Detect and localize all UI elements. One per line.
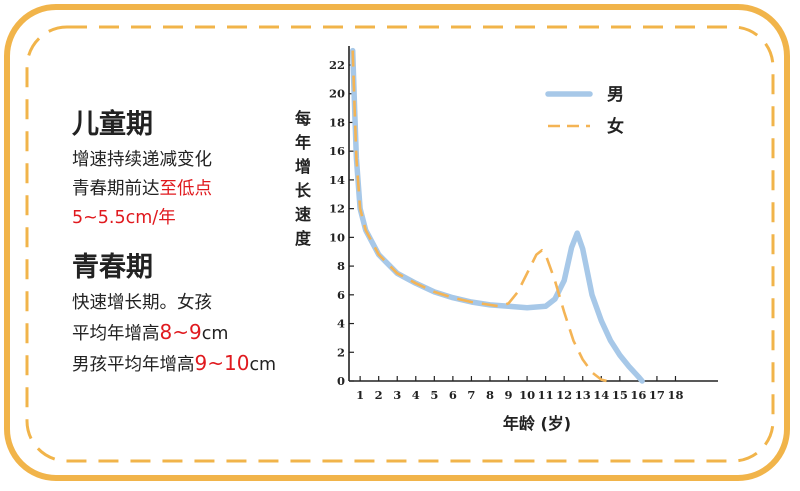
childhood-line-2-prefix: 青春期前达 <box>72 179 160 199</box>
childhood-line-3: 5~5.5cm/年 <box>72 208 176 228</box>
x-tick-label: 6 <box>449 388 457 402</box>
y-tick-label: 2 <box>337 345 345 359</box>
puberty-line-2-suffix: cm <box>201 324 229 344</box>
puberty-line-3-prefix: 男孩平均年增高 <box>72 355 195 375</box>
puberty-line-3: 男孩平均年增高9~10cm <box>72 349 322 380</box>
x-tick-label: 2 <box>375 388 383 402</box>
legend-male-label: 男 <box>607 85 624 105</box>
y-tick-label: 22 <box>329 58 345 72</box>
x-tick-label: 10 <box>519 388 535 402</box>
x-tick-label: 18 <box>667 388 683 402</box>
x-tick-label: 13 <box>575 388 591 402</box>
puberty-line-1: 快速增长期。女孩 <box>72 293 212 313</box>
chart-series <box>349 47 645 384</box>
x-tick-label: 3 <box>393 388 401 402</box>
legend-female-label: 女 <box>607 116 624 137</box>
x-tick-label: 7 <box>467 388 475 402</box>
x-tick-label: 12 <box>556 388 572 402</box>
y-tick-label: 16 <box>329 144 345 158</box>
puberty-line-2-prefix: 平均年增高 <box>72 324 160 344</box>
series-male-line <box>349 47 645 384</box>
y-tick-label: 6 <box>337 288 345 302</box>
y-tick-label: 20 <box>329 87 345 101</box>
childhood-line-1: 增速持续递减变化 <box>72 150 212 170</box>
y-tick-label: 10 <box>329 230 345 244</box>
y-axis-label: 每年增长速度 <box>295 109 312 248</box>
puberty-line-3-highlight: 9~10 <box>194 351 250 375</box>
x-tick-label: 1 <box>356 388 364 402</box>
childhood-line-2: 青春期前达至低点 <box>72 175 322 204</box>
series-female-line <box>351 50 608 383</box>
x-tick-label: 14 <box>593 388 609 402</box>
text-panel: 儿童期 增速持续递减变化 青春期前达至低点 5~5.5cm/年 青春期 快速增长… <box>72 108 322 380</box>
y-tick-label: 18 <box>329 115 345 129</box>
x-tick-label: 11 <box>538 388 554 402</box>
x-tick-label: 15 <box>612 388 628 402</box>
childhood-line-2-highlight: 至低点 <box>159 179 213 199</box>
puberty-line-2-highlight: 8~9 <box>159 320 202 344</box>
x-tick-label: 17 <box>649 388 665 402</box>
x-tick-label: 4 <box>412 388 420 402</box>
childhood-title: 儿童期 <box>72 109 153 140</box>
inner-dashed-border <box>25 25 775 463</box>
x-tick-label: 16 <box>630 388 646 402</box>
y-tick-label: 14 <box>329 173 345 187</box>
y-tick-label: 12 <box>329 202 345 216</box>
x-tick-label: 5 <box>430 388 438 402</box>
chart-legend: 男女 <box>545 85 624 137</box>
puberty-title: 青春期 <box>72 252 153 283</box>
y-tick-label: 0 <box>337 374 345 388</box>
y-tick-label: 8 <box>337 259 345 273</box>
x-tick-label: 9 <box>505 388 513 402</box>
x-axis-label: 年龄 (岁) <box>503 414 571 433</box>
puberty-line-2: 平均年增高8~9cm <box>72 318 322 349</box>
x-tick-label: 8 <box>486 388 494 402</box>
outer-frame <box>4 4 790 481</box>
puberty-line-3-suffix: cm <box>249 355 277 375</box>
y-tick-label: 4 <box>337 317 345 331</box>
